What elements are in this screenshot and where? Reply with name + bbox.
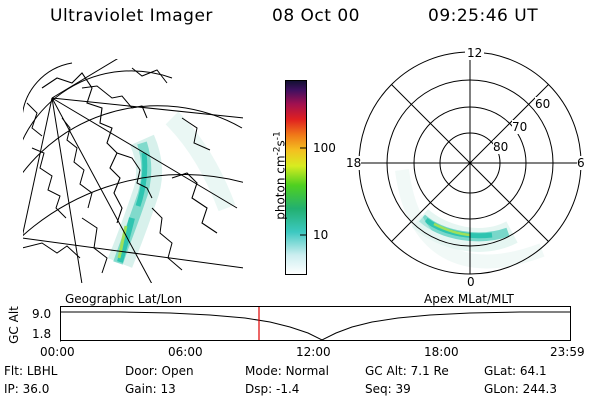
mlt-label-0: 0: [466, 275, 476, 289]
mlat-label-60: 60: [535, 97, 551, 111]
xtick-2359: 23:59: [550, 345, 585, 359]
aurora-emission-geo: [107, 111, 236, 268]
ip-info: IP: 36.0: [4, 382, 50, 396]
colorbar: [285, 80, 307, 275]
altitude-curve: [60, 311, 570, 341]
mlt-label-6: 6: [577, 156, 585, 170]
date-label: 08 Oct 00: [272, 6, 360, 26]
colorbar-tick-100: 100: [313, 141, 336, 155]
instrument-title: Ultraviolet Imager: [50, 6, 213, 26]
apex-caption: Apex MLat/MLT: [424, 292, 514, 306]
aurora-emission-mlt: [395, 169, 545, 269]
filter-info: Flt: LBHL: [4, 364, 58, 378]
xtick-1800: 18:00: [424, 345, 459, 359]
altitude-ytick-high: 9.0: [32, 307, 52, 321]
dsp-info: Dsp: -1.4: [245, 382, 300, 396]
xtick-1200: 12:00: [296, 345, 331, 359]
altitude-ylabel: GC Alt: [7, 306, 21, 344]
colorbar-unit-label: photon cm-2s-1: [272, 131, 288, 220]
mlat-label-70: 70: [512, 120, 528, 134]
mlt-label-18: 18: [346, 156, 362, 170]
glon-info: GLon: 244.3: [484, 382, 557, 396]
altitude-plot: [60, 306, 572, 342]
gain-info: Gain: 13: [125, 382, 176, 396]
altitude-ytick-low: 1.8: [32, 327, 52, 341]
geographic-caption: Geographic Lat/Lon: [65, 292, 183, 306]
mlat-label-80: 80: [493, 140, 509, 154]
glat-info: GLat: 64.1: [484, 364, 547, 378]
mode-info: Mode: Normal: [245, 364, 329, 378]
mlt-label-12: 12: [465, 46, 485, 60]
geographic-map: [22, 58, 244, 284]
polar-plot: [342, 50, 598, 290]
colorbar-tick-10: 10: [313, 228, 329, 242]
seq-info: Seq: 39: [365, 382, 411, 396]
xtick-0600: 06:00: [168, 345, 203, 359]
xtick-0000: 00:00: [40, 345, 75, 359]
door-info: Door: Open: [125, 364, 194, 378]
gcalt-info: GC Alt: 7.1 Re: [365, 364, 449, 378]
time-label: 09:25:46 UT: [428, 6, 539, 26]
